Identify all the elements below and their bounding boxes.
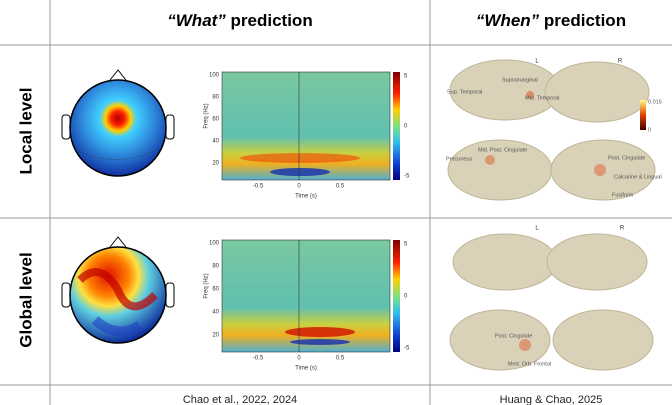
tf-plot (222, 72, 400, 180)
y-tick-label: 80 (212, 95, 219, 101)
x-tick-label: 0 (297, 356, 301, 362)
colorbar-label: 0 (648, 127, 651, 133)
colorbar-tick-label: 0 (404, 124, 408, 130)
brain-images (448, 60, 655, 370)
row-label: Global level (16, 252, 35, 347)
colorbar-tick-label: -5 (404, 174, 410, 180)
colorbar-tick-label: 5 (404, 74, 408, 80)
region-label: Mid. Post. Cingulate (478, 147, 527, 153)
row-label: Local level (16, 88, 35, 175)
region-label: Sup. Temporal (447, 89, 482, 95)
x-tick-label: 0.5 (336, 184, 345, 190)
citation: Chao et al., 2022, 2024 (183, 394, 297, 405)
x-tick-label: 0.5 (336, 356, 345, 362)
x-tick-label: 0 (297, 184, 301, 190)
header-left: “What” prediction (167, 11, 312, 30)
hemisphere-label: L (535, 59, 539, 65)
y-tick-label: 100 (209, 241, 220, 247)
axis-label: Time (s) (295, 366, 317, 372)
header-right: “When” prediction (476, 11, 626, 30)
axis-label: Freq (Hz) (204, 103, 210, 128)
y-tick-label: 40 (212, 310, 219, 316)
y-tick-label: 100 (209, 73, 220, 79)
region-label: Post. Cingulate (495, 333, 532, 339)
hemisphere-label: R (618, 59, 623, 65)
colorbar-tick-label: -5 (404, 346, 410, 352)
axis-label: Freq (Hz) (204, 273, 210, 298)
x-tick-label: -0.5 (253, 356, 264, 362)
region-label: Precuneus (446, 156, 473, 162)
y-tick-label: 40 (212, 139, 219, 145)
region-label: Fusiform (612, 192, 634, 198)
y-tick-label: 80 (212, 264, 219, 270)
region-label: Mid. Temporal (525, 95, 559, 101)
colorbar-tick-label: 0 (404, 294, 408, 300)
header-text: prediction (226, 11, 313, 30)
region-label: Supramarginal (502, 77, 538, 83)
tf-plot (222, 240, 400, 352)
hemisphere-label: R (620, 226, 625, 232)
x-tick-label: -0.5 (253, 184, 264, 190)
region-label: Med. Orb. Frontal (508, 361, 551, 367)
colorbar-label: 0.015 (648, 99, 662, 105)
region-label: Post. Cingulate (608, 155, 645, 161)
axis-label: Time (s) (295, 194, 317, 200)
citation: Huang & Chao, 2025 (500, 394, 603, 405)
header-text: prediction (539, 11, 626, 30)
header-emph: “When” (476, 11, 540, 30)
figure: “What” prediction “When” prediction Loca… (0, 0, 672, 405)
colorbar-tick-label: 5 (404, 242, 408, 248)
header-emph: “What” (167, 11, 226, 30)
y-tick-label: 20 (212, 333, 219, 339)
region-label: Calcarine & Lingual (614, 174, 662, 180)
topomap (62, 70, 174, 176)
hemisphere-label: L (535, 226, 539, 232)
y-tick-label: 60 (212, 287, 219, 293)
y-tick-label: 60 (212, 117, 219, 123)
topomap (62, 237, 174, 343)
y-tick-label: 20 (212, 161, 219, 167)
